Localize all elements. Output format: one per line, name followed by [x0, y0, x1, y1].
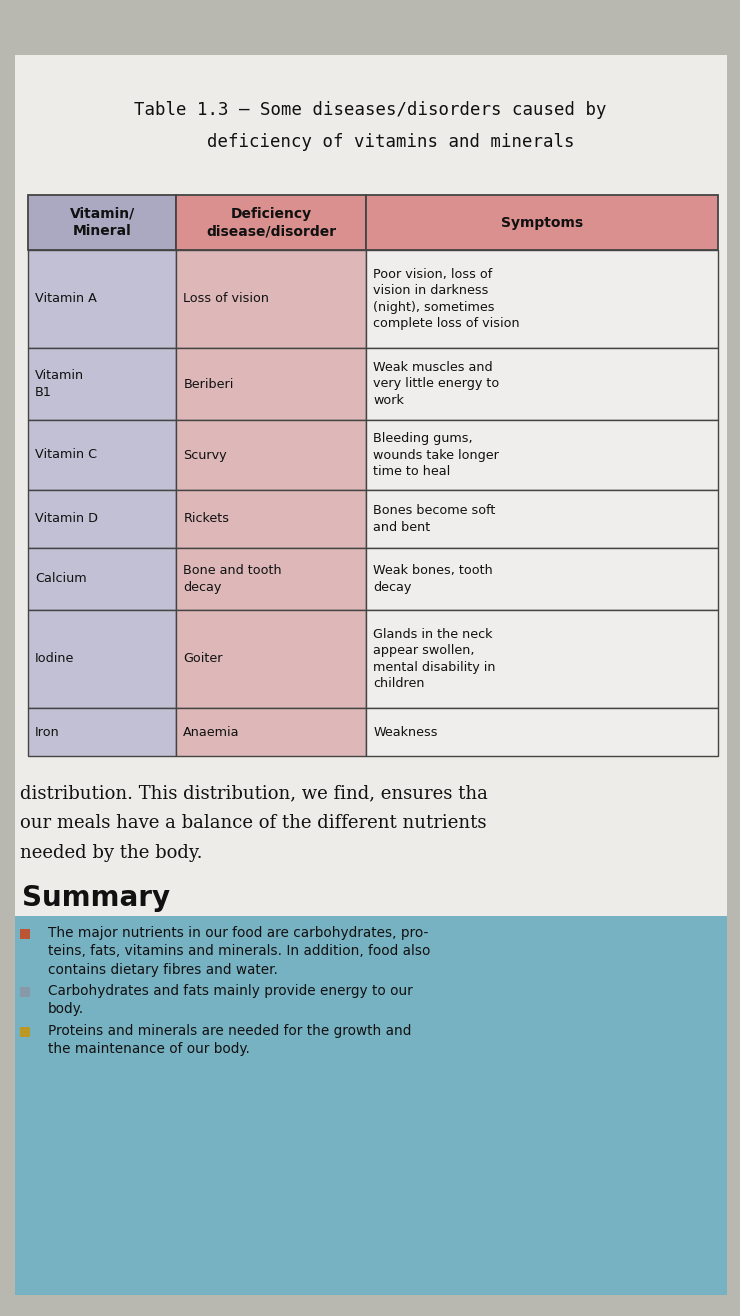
Bar	[28, 347, 176, 420]
Bar	[176, 250, 366, 347]
Bar	[176, 420, 366, 490]
Text: needed by the body.: needed by the body.	[20, 844, 203, 862]
Text: The major nutrients in our food are carbohydrates, pro-
teins, fats, vitamins an: The major nutrients in our food are carb…	[48, 926, 431, 976]
Text: Scurvy: Scurvy	[184, 449, 227, 462]
Text: Vitamin D: Vitamin D	[35, 512, 98, 525]
Bar	[176, 708, 366, 755]
Bar	[15, 916, 727, 1295]
Text: Bone and tooth
decay: Bone and tooth decay	[184, 565, 282, 594]
Bar	[366, 490, 718, 547]
Bar	[366, 420, 718, 490]
Bar	[28, 611, 176, 708]
Text: Vitamin
B1: Vitamin B1	[35, 370, 84, 399]
Bar	[366, 547, 718, 611]
Bar	[28, 547, 176, 611]
Text: Beriberi: Beriberi	[184, 378, 234, 391]
Bar	[176, 611, 366, 708]
Bar	[366, 708, 718, 755]
Text: Vitamin A: Vitamin A	[35, 292, 97, 305]
Text: Glands in the neck
appear swollen,
mental disability in
children: Glands in the neck appear swollen, menta…	[373, 628, 496, 691]
Text: Table 1.3 – Some diseases/disorders caused by: Table 1.3 – Some diseases/disorders caus…	[134, 101, 606, 118]
Bar	[176, 490, 366, 547]
Text: Deficiency
disease/disorder: Deficiency disease/disorder	[206, 207, 336, 238]
Text: deficiency of vitamins and minerals: deficiency of vitamins and minerals	[165, 133, 575, 151]
Bar	[366, 347, 718, 420]
Text: Summary: Summary	[22, 884, 170, 912]
Bar	[20, 929, 30, 940]
Text: Weak bones, tooth
decay: Weak bones, tooth decay	[373, 565, 493, 594]
Bar	[28, 490, 176, 547]
Bar	[176, 347, 366, 420]
Bar	[366, 195, 718, 250]
Text: distribution. This distribution, we find, ensures tha: distribution. This distribution, we find…	[20, 784, 488, 801]
Bar	[28, 708, 176, 755]
Bar	[366, 250, 718, 347]
Text: Calcium: Calcium	[35, 572, 87, 586]
Text: Carbohydrates and fats mainly provide energy to our
body.: Carbohydrates and fats mainly provide en…	[48, 984, 413, 1016]
Text: Vitamin/
Mineral: Vitamin/ Mineral	[70, 207, 135, 238]
Bar	[28, 420, 176, 490]
Text: our meals have a balance of the different nutrients: our meals have a balance of the differen…	[20, 815, 486, 832]
Text: Weakness: Weakness	[373, 725, 437, 738]
Bar	[28, 250, 176, 347]
Bar	[28, 195, 176, 250]
Text: Bleeding gums,
wounds take longer
time to heal: Bleeding gums, wounds take longer time t…	[373, 432, 499, 478]
Bar	[176, 547, 366, 611]
Text: Goiter: Goiter	[184, 653, 223, 666]
Bar	[366, 611, 718, 708]
Text: Symptoms: Symptoms	[501, 216, 583, 229]
Text: Rickets: Rickets	[184, 512, 229, 525]
Text: Iodine: Iodine	[35, 653, 75, 666]
Text: Anaemia: Anaemia	[184, 725, 240, 738]
Text: Iron: Iron	[35, 725, 60, 738]
Bar	[20, 987, 30, 998]
Text: Proteins and minerals are needed for the growth and
the maintenance of our body.: Proteins and minerals are needed for the…	[48, 1024, 411, 1057]
Text: Weak muscles and
very little energy to
work: Weak muscles and very little energy to w…	[373, 361, 500, 407]
Text: Loss of vision: Loss of vision	[184, 292, 269, 305]
Bar	[20, 1026, 30, 1037]
Text: Poor vision, loss of
vision in darkness
(night), sometimes
complete loss of visi: Poor vision, loss of vision in darkness …	[373, 267, 519, 330]
Text: Vitamin C: Vitamin C	[35, 449, 97, 462]
Text: Bones become soft
and bent: Bones become soft and bent	[373, 504, 496, 534]
Bar	[176, 195, 366, 250]
